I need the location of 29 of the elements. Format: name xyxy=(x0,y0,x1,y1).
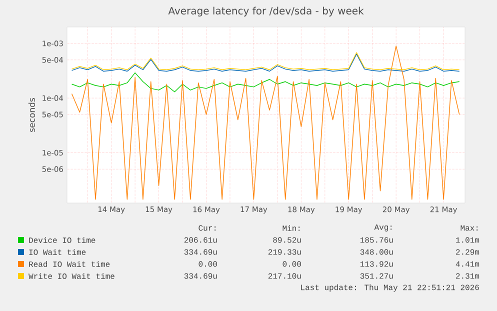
line-series xyxy=(71,46,460,200)
text: 219.33u xyxy=(268,249,301,255)
text: 185.76u xyxy=(360,237,393,243)
text: 0.00 xyxy=(198,261,217,267)
line-series xyxy=(71,72,460,92)
text: 217.10u xyxy=(268,273,301,279)
y-axis-title: seconds xyxy=(28,98,35,132)
text: Cur: xyxy=(198,225,216,231)
text: Avg: xyxy=(374,224,392,232)
text: 89.52u xyxy=(273,237,301,243)
text: 4.41m xyxy=(456,261,480,267)
text: 2.29m xyxy=(456,249,480,255)
chart-title: Average latency for /dev/sda - by week xyxy=(168,6,364,16)
text: 113.92u xyxy=(360,261,393,267)
text: 1.01m xyxy=(456,237,480,243)
legend-label: Device IO time xyxy=(29,237,96,243)
legend-label: Write IO Wait time xyxy=(28,273,114,279)
text: 334.69u xyxy=(184,273,217,279)
legend-label: Read IO Wait time xyxy=(29,261,110,267)
text: 2.31m xyxy=(456,273,480,279)
text: Max: xyxy=(460,225,478,231)
text: 0.00 xyxy=(282,261,301,267)
text: 348.00u xyxy=(360,249,393,255)
text: Last update: Thu May 21 22:51:21 2026 xyxy=(301,284,479,292)
text: 351.27u xyxy=(360,273,393,279)
text: 334.69u xyxy=(184,249,217,255)
text: Min: xyxy=(282,225,300,231)
legend-label: IO Wait time xyxy=(29,249,86,255)
text: 206.61u xyxy=(184,237,217,243)
